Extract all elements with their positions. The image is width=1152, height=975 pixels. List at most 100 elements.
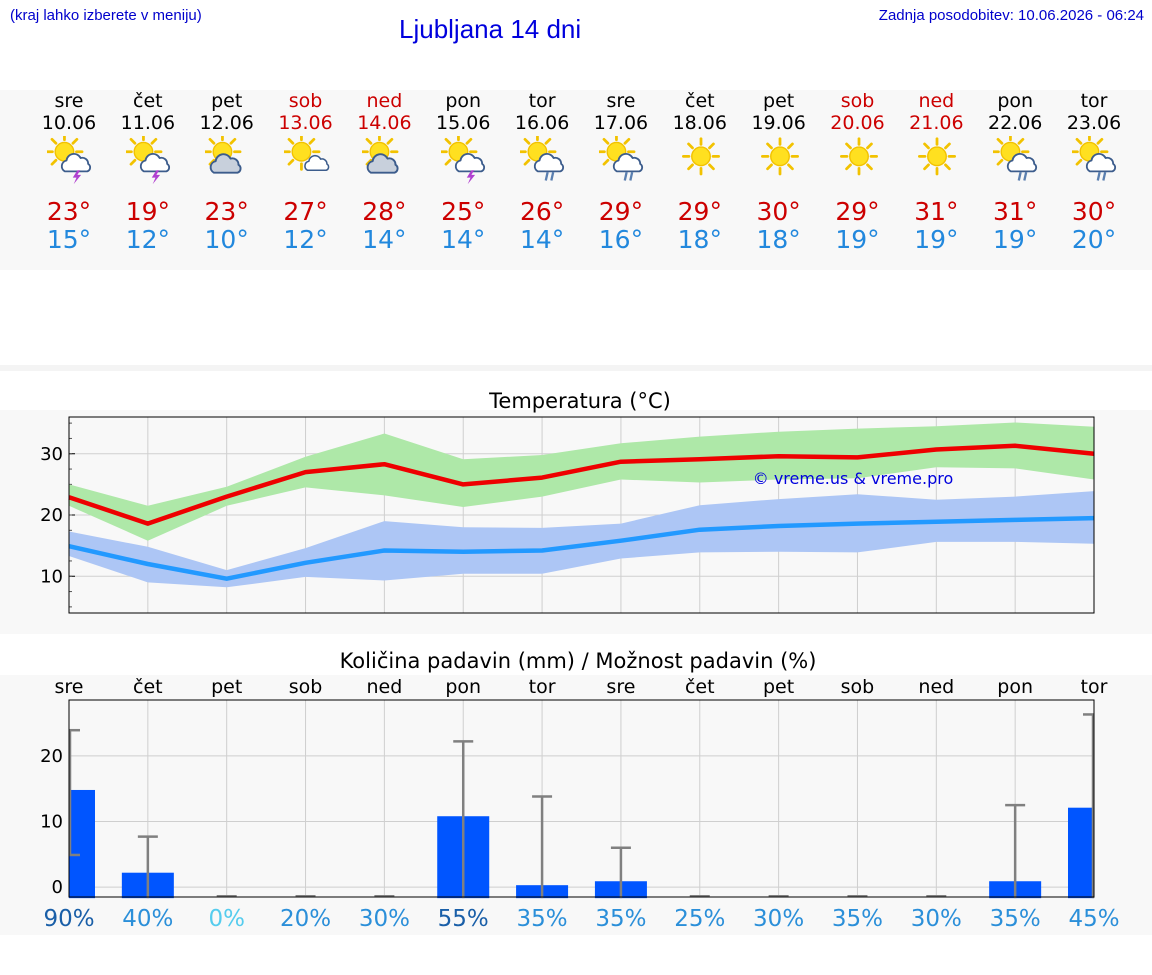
max-temperature: 23°: [204, 197, 249, 226]
location-hint: (kraj lahko izberete v meniju): [10, 7, 202, 24]
day-date: 21.06: [909, 112, 964, 134]
precipitation-probability: 30%: [753, 906, 804, 932]
precipitation-probability: 25%: [674, 906, 725, 932]
precipitation-probability: 35%: [517, 906, 568, 932]
sun-cloud-rain-icon: [993, 136, 1038, 181]
day-name: čet: [685, 90, 715, 112]
day-date: 17.06: [593, 112, 649, 134]
max-temperature: 26°: [519, 197, 565, 226]
day-label: sob: [841, 676, 875, 698]
sun-cloud-rain-icon: [1072, 136, 1117, 181]
precipitation-probability: 35%: [595, 906, 646, 932]
min-temperature: 14°: [362, 225, 407, 254]
day-column: pon 22.06 31° 19°: [975, 90, 1055, 260]
max-temperature: 29°: [677, 197, 722, 226]
y-tick-label: 0: [52, 877, 63, 898]
y-tick-label: 10: [40, 566, 63, 587]
day-name: pon: [445, 90, 482, 112]
sun-cloud-thunder-icon: [125, 136, 170, 185]
day-date: 10.06: [41, 112, 97, 134]
day-label: ned: [918, 676, 954, 698]
min-temperature: 15°: [46, 225, 92, 254]
sun-cloud-icon: [362, 136, 399, 174]
day-label: čet: [133, 676, 163, 698]
day-column: ned 21.06 31° 19°: [896, 90, 976, 260]
max-temperature: 27°: [283, 197, 328, 226]
day-column: ned 14.06 28° 14°: [344, 90, 424, 260]
day-date: 12.06: [199, 112, 254, 134]
precipitation-probability: 45%: [1068, 906, 1119, 932]
precipitation-probability: 55%: [438, 906, 489, 932]
day-column: sob 13.06 27° 12°: [266, 90, 346, 260]
min-temperature: 14°: [441, 225, 486, 254]
min-temperature-range: [69, 491, 1094, 588]
watermark: © vreme.us & vreme.pro: [753, 469, 954, 488]
sun-cloud-thunder-icon: [47, 136, 92, 185]
chart-title: Količina padavin (mm) / Možnost padavin …: [340, 649, 817, 673]
day-name: sob: [840, 90, 875, 112]
day-name: sob: [288, 90, 323, 112]
precipitation-probability: 90%: [43, 906, 94, 932]
max-temperature: 31°: [914, 197, 959, 226]
min-temperature: 10°: [204, 225, 249, 254]
day-label: pet: [211, 676, 242, 698]
max-temperature: 30°: [756, 197, 801, 226]
min-temperature: 20°: [1071, 225, 1117, 254]
precipitation-probability: 30%: [359, 906, 410, 932]
min-temperature: 18°: [756, 225, 801, 254]
day-name: sre: [606, 90, 636, 112]
day-label: ned: [366, 676, 402, 698]
day-column: čet 18.06 29° 18°: [660, 90, 740, 260]
day-label: tor: [1081, 676, 1108, 698]
sun-cloud-rain-icon: [598, 136, 643, 181]
chart-title: Temperatura (°C): [488, 389, 671, 413]
day-date: 11.06: [120, 112, 176, 134]
last-updated: Zadnja posodobitev: 10.06.2026 - 06:24: [878, 7, 1144, 24]
sun-cloud-thunder-icon: [441, 136, 486, 185]
max-temperature-range: [69, 422, 1094, 541]
day-column: pon 15.06 25° 14°: [423, 90, 503, 260]
page-title: Ljubljana 14 dni: [399, 14, 582, 44]
day-name: tor: [1080, 90, 1108, 112]
section-divider: [0, 365, 1152, 371]
day-column: pet 19.06 30° 18°: [739, 90, 819, 260]
sun-cloud-icon: [204, 136, 242, 174]
temperature-chart: Temperatura (°C) 10 20 30 © vreme.us & vreme…: [40, 389, 1095, 614]
day-name: ned: [366, 90, 403, 112]
day-name: tor: [528, 90, 556, 112]
precipitation-probability: 35%: [990, 906, 1041, 932]
min-temperature-line: [68, 515, 1095, 581]
sun-icon: [918, 137, 957, 176]
max-temperature: 23°: [46, 197, 92, 226]
min-temperature: 14°: [519, 225, 565, 254]
sun-icon: [839, 137, 878, 176]
max-temperature: 19°: [125, 197, 170, 226]
max-temperature: 30°: [1071, 197, 1117, 226]
day-label: čet: [685, 676, 715, 698]
day-label: sre: [55, 676, 84, 698]
day-label: pon: [445, 676, 481, 698]
max-temperature: 29°: [835, 197, 880, 226]
day-date: 13.06: [278, 112, 333, 134]
min-temperature: 16°: [598, 225, 644, 254]
min-temperature: 12°: [283, 225, 328, 254]
day-date: 19.06: [751, 112, 806, 134]
max-temperature-line: [68, 443, 1095, 526]
day-date: 20.06: [830, 112, 885, 134]
day-column: sre 17.06 29° 16°: [581, 90, 661, 260]
min-temperature: 18°: [677, 225, 722, 254]
plot-frame: [68, 416, 1095, 614]
day-date: 16.06: [514, 112, 570, 134]
min-temperature: 19°: [993, 225, 1038, 254]
day-column: čet 11.06 19° 12°: [108, 90, 188, 260]
day-name: ned: [918, 90, 955, 112]
day-column: tor 23.06 30° 20°: [1054, 90, 1134, 260]
max-temperature: 29°: [598, 197, 644, 226]
precipitation-bar: [69, 789, 95, 899]
day-name: pet: [211, 90, 243, 112]
day-column: tor 16.06 26° 14°: [502, 90, 582, 260]
max-temperature: 28°: [362, 197, 407, 226]
max-temperature: 31°: [993, 197, 1038, 226]
precipitation-probability: 20%: [280, 906, 331, 932]
day-name: sre: [54, 90, 84, 112]
